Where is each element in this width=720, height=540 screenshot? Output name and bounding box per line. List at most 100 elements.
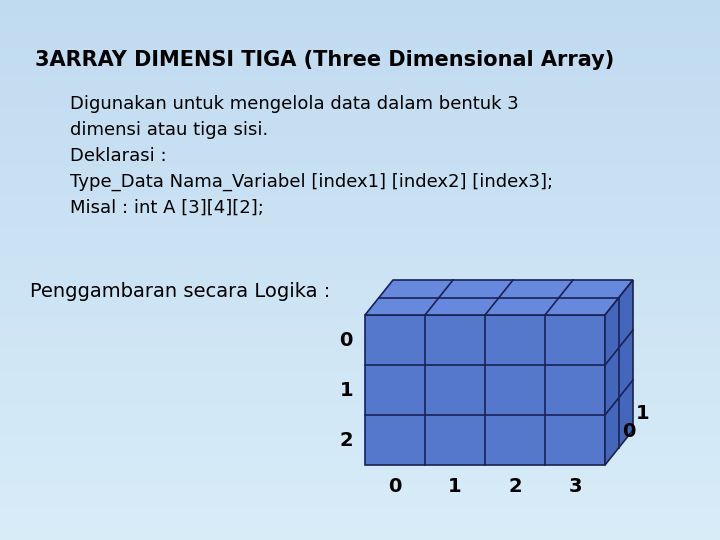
Bar xyxy=(0,267,720,268)
Bar xyxy=(0,181,720,182)
Text: Misal : int A [3][4][2];: Misal : int A [3][4][2]; xyxy=(70,199,264,217)
Bar xyxy=(0,330,720,331)
Bar xyxy=(0,52,720,53)
Bar xyxy=(0,156,720,157)
Bar xyxy=(0,332,720,333)
Bar xyxy=(0,272,720,273)
Bar xyxy=(0,104,720,105)
Bar xyxy=(0,7,720,8)
Bar xyxy=(0,504,720,505)
Bar xyxy=(0,189,720,190)
Bar xyxy=(0,299,720,300)
Bar xyxy=(0,13,720,14)
Bar xyxy=(0,44,720,45)
Bar xyxy=(0,340,720,341)
Bar xyxy=(0,350,720,351)
Bar xyxy=(0,71,720,72)
Bar xyxy=(0,170,720,171)
Bar xyxy=(0,33,720,34)
Bar xyxy=(0,35,720,36)
Bar xyxy=(0,50,720,51)
Bar xyxy=(0,48,720,49)
Bar xyxy=(0,176,720,177)
Bar xyxy=(0,446,720,447)
Bar xyxy=(0,459,720,460)
Bar xyxy=(0,129,720,130)
Bar xyxy=(0,234,720,235)
Bar xyxy=(0,84,720,85)
Bar xyxy=(0,19,720,20)
Bar xyxy=(0,381,720,382)
Text: 1: 1 xyxy=(448,477,462,496)
Bar xyxy=(0,89,720,90)
Bar xyxy=(0,70,720,71)
Bar xyxy=(0,351,720,352)
Bar xyxy=(0,136,720,137)
Bar xyxy=(0,166,720,167)
Bar xyxy=(0,327,720,328)
Bar xyxy=(0,360,720,361)
Bar xyxy=(0,208,720,209)
Bar xyxy=(0,520,720,521)
Bar xyxy=(0,537,720,538)
Bar xyxy=(0,499,720,500)
Bar xyxy=(0,477,720,478)
Bar xyxy=(0,124,720,125)
Bar xyxy=(0,338,720,339)
Bar xyxy=(0,288,720,289)
Bar xyxy=(0,15,720,16)
Bar xyxy=(0,27,720,28)
Bar xyxy=(0,395,720,396)
Bar xyxy=(0,245,720,246)
Bar xyxy=(0,55,720,56)
Bar xyxy=(0,133,720,134)
Bar xyxy=(0,488,720,489)
Bar xyxy=(0,223,720,224)
Text: 1: 1 xyxy=(339,381,353,400)
Bar xyxy=(0,239,720,240)
Bar xyxy=(0,441,720,442)
Bar xyxy=(0,169,720,170)
Bar xyxy=(0,445,720,446)
Bar xyxy=(0,46,720,47)
Bar xyxy=(0,323,720,324)
Bar xyxy=(0,31,720,32)
Text: ARRAY DIMENSI TIGA (Three Dimensional Array): ARRAY DIMENSI TIGA (Three Dimensional Ar… xyxy=(35,50,614,70)
Bar xyxy=(0,212,720,213)
Bar xyxy=(0,416,720,417)
Bar xyxy=(0,355,720,356)
Bar xyxy=(0,493,720,494)
Bar xyxy=(0,292,720,293)
Bar xyxy=(0,114,720,115)
Text: dimensi atau tiga sisi.: dimensi atau tiga sisi. xyxy=(70,121,269,139)
Bar xyxy=(0,516,720,517)
Bar xyxy=(0,119,720,120)
Bar xyxy=(0,41,720,42)
Bar xyxy=(0,490,720,491)
Bar xyxy=(0,63,720,64)
Bar xyxy=(0,379,720,380)
Bar xyxy=(0,434,720,435)
Bar xyxy=(0,421,720,422)
Bar xyxy=(0,128,720,129)
Bar xyxy=(0,174,720,175)
Bar xyxy=(0,126,720,127)
Bar xyxy=(0,389,720,390)
Bar xyxy=(0,496,720,497)
Bar xyxy=(0,297,720,298)
Bar xyxy=(0,373,720,374)
Bar xyxy=(0,423,720,424)
Bar xyxy=(0,402,720,403)
Bar xyxy=(0,271,720,272)
Bar xyxy=(0,407,720,408)
Bar xyxy=(0,39,720,40)
Bar xyxy=(0,74,720,75)
Bar xyxy=(0,32,720,33)
Bar xyxy=(0,118,720,119)
Bar xyxy=(0,214,720,215)
Bar xyxy=(0,453,720,454)
Bar xyxy=(0,26,720,27)
Bar xyxy=(0,349,720,350)
Bar xyxy=(0,121,720,122)
Bar xyxy=(0,197,720,198)
